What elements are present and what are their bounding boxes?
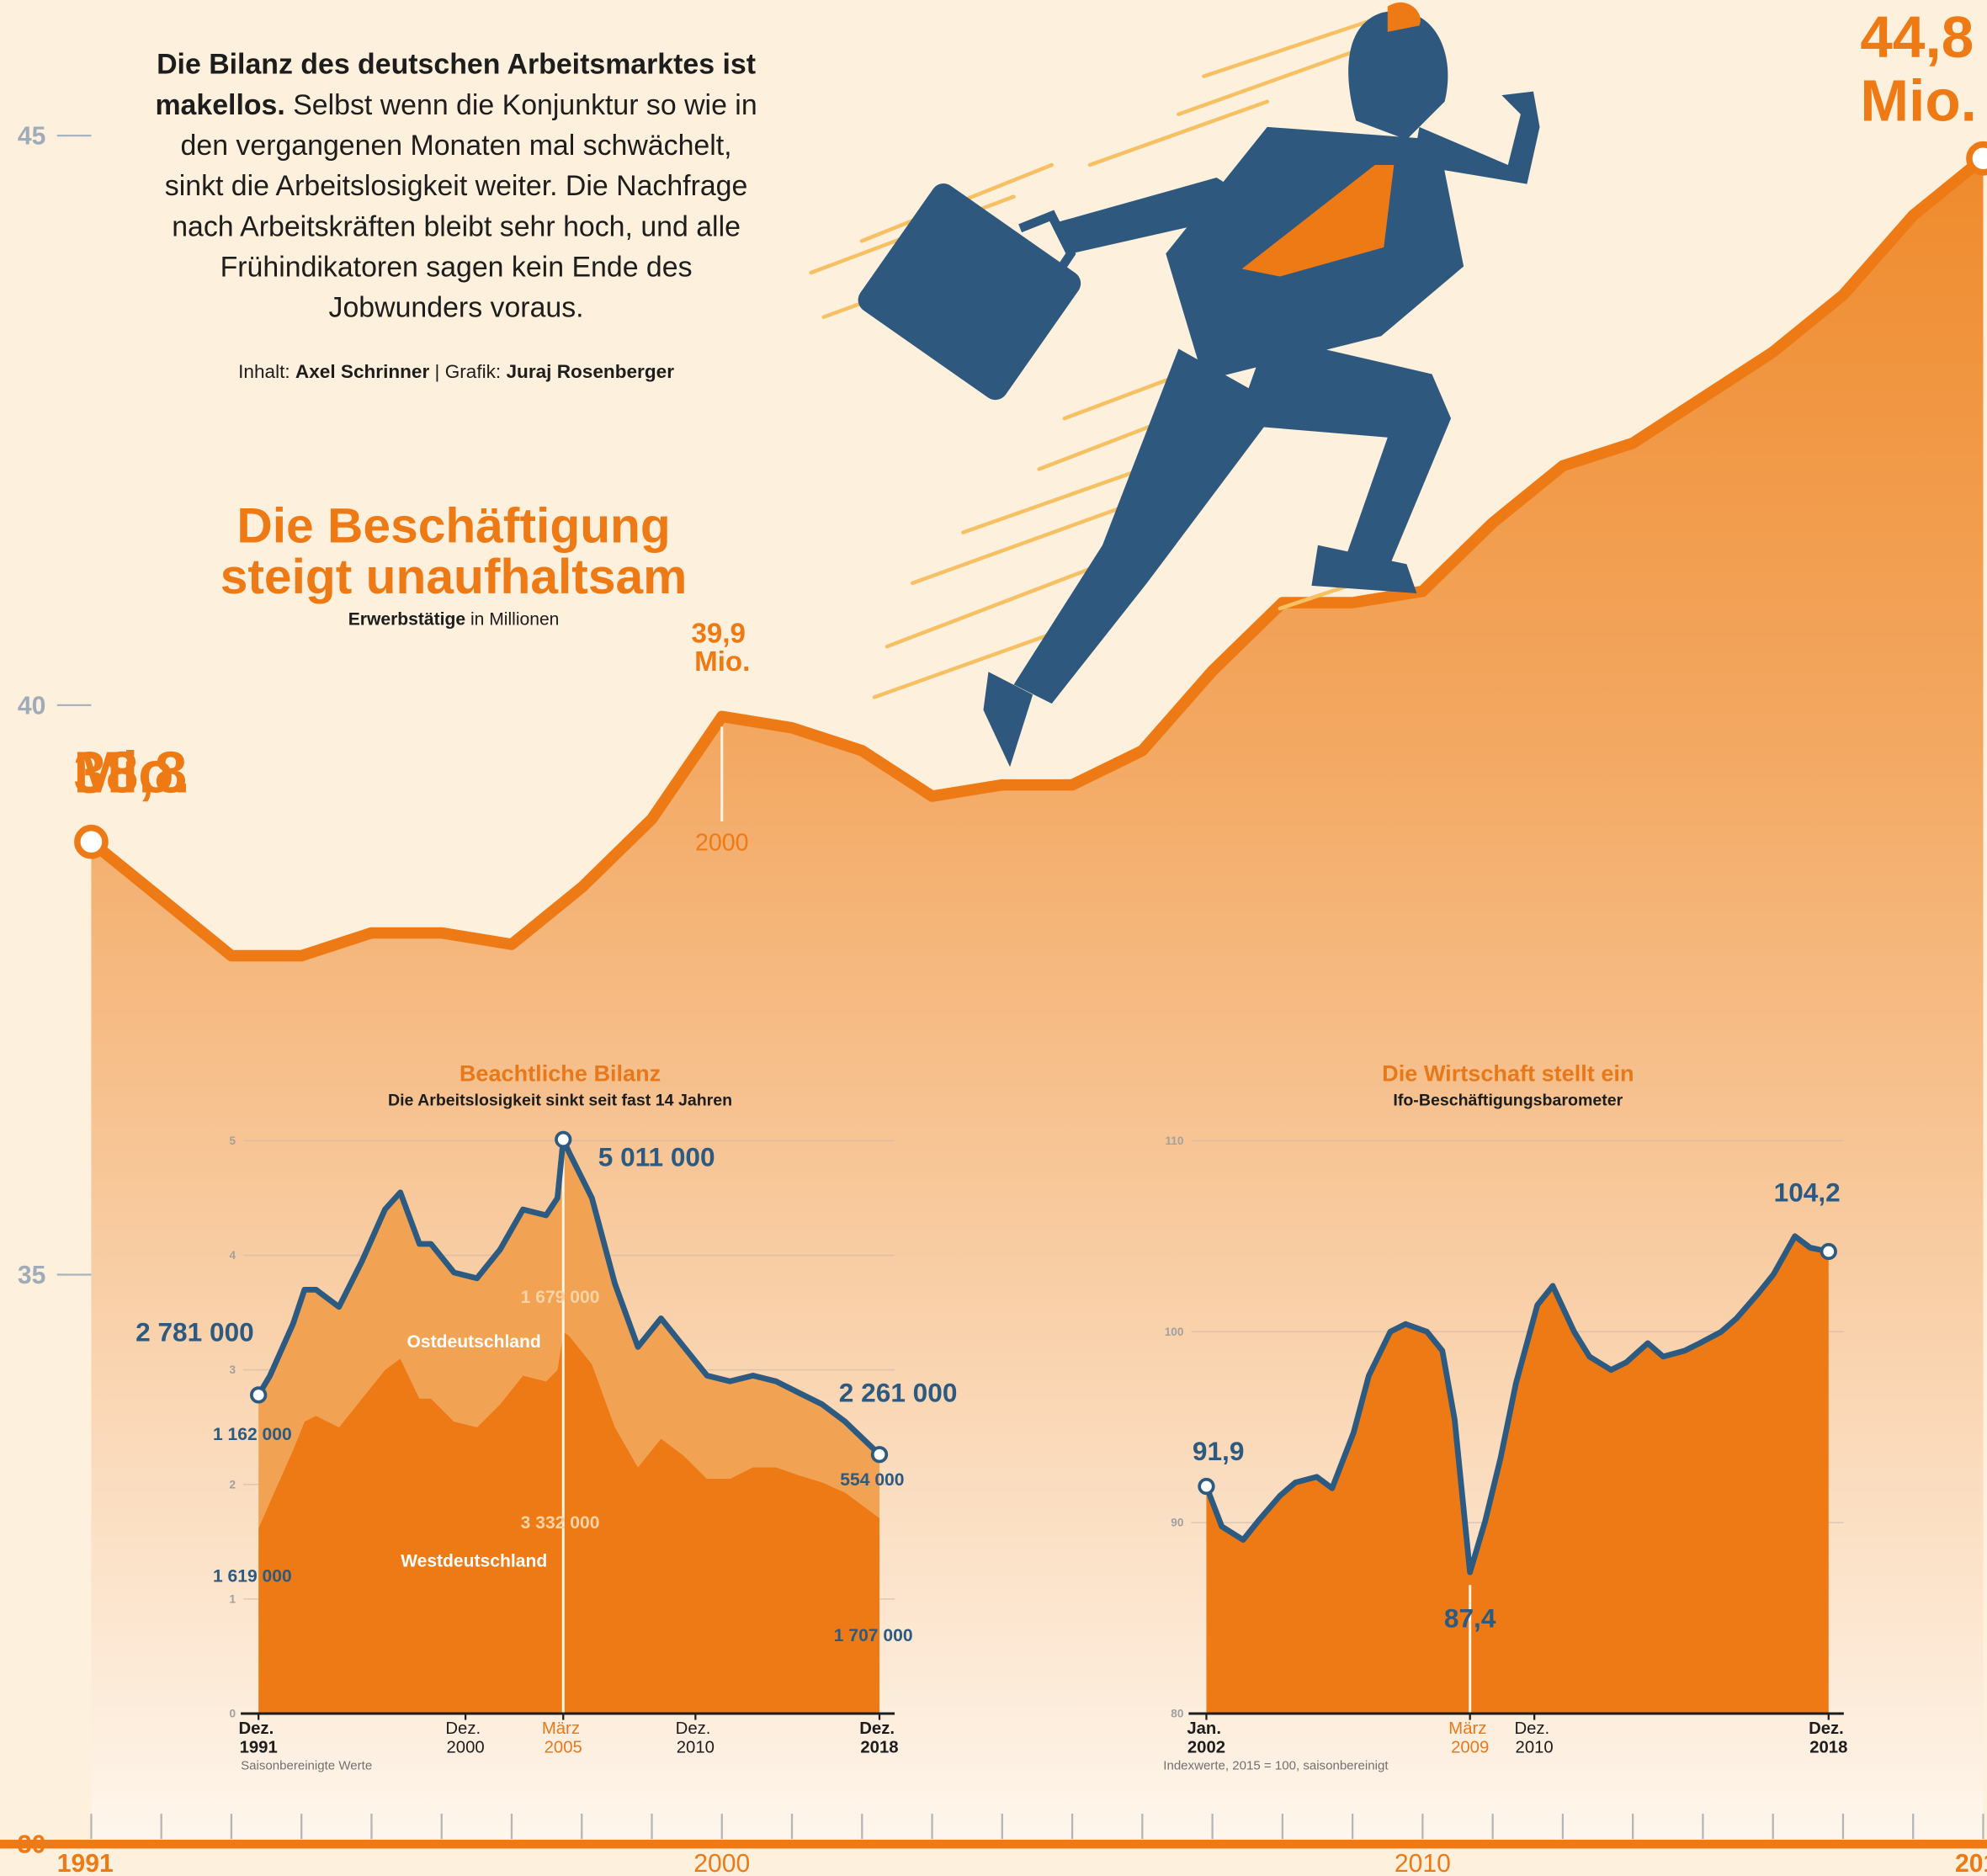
intro-line-segment: makellos. [155, 89, 284, 121]
data-label: 38,8 Mio. [73, 739, 203, 805]
y-tick-label: 110 [1166, 1135, 1184, 1147]
data-label: 2 261 000 [839, 1378, 958, 1408]
page: { "intro": [ [{"text": "Die Bilanz des d… [0, 0, 1987, 1876]
y-tick-label: 2 [230, 1478, 236, 1491]
marker [873, 1448, 887, 1462]
y-tick-label: 45 [18, 123, 46, 151]
data-label: 1 679 000 [521, 1288, 600, 1307]
credits-segment: Inhalt: [238, 361, 295, 382]
y-tick-label: 0 [230, 1708, 236, 1720]
data-label: 44,8 Mio. [1860, 4, 1987, 133]
intro-line: sinkt die Arbeitslosigkeit weiter. Die N… [165, 170, 748, 202]
main-subtitle-segment: Erwerbstätige [348, 610, 465, 630]
main-title: steigt unaufhaltsam [220, 550, 688, 604]
x-tick-label: Jan. 2002 [1187, 1719, 1225, 1757]
intro-line: den vergangenen Monaten mal schwächelt, [181, 130, 732, 162]
peak-year: 2000 [695, 830, 749, 857]
intro-line-segment: Selbst wenn die Konjunktur so wie in [285, 89, 757, 121]
y-tick-label: 80 [1171, 1708, 1183, 1720]
x-tick-label: 2010 [1395, 1850, 1451, 1876]
x-tick-label: Dez. 2010 [676, 1719, 715, 1757]
credits-segment: | Grafik: [429, 361, 506, 382]
y-tick-label: 5 [230, 1135, 236, 1147]
data-label: 554 000 [840, 1470, 904, 1490]
intro-line: nach Arbeitskräften bleibt sehr hoch, un… [172, 210, 741, 242]
main-title: Die Beschäftigung [236, 499, 670, 554]
main-subtitle: Erwerbstätige in Millionen [348, 610, 560, 630]
infographic: 30354045199120002010201838,8 Mio.200039,… [0, 0, 1987, 1876]
intro-line-segment: Die Bilanz des deutschen Arbeitsmarktes … [157, 49, 756, 81]
series-name: Ostdeutschland [407, 1332, 541, 1352]
marker [1969, 145, 1987, 173]
marker [1822, 1245, 1836, 1259]
intro-line: makellos. Selbst wenn die Konjunktur so … [155, 89, 757, 121]
x-tick-label: März 2005 [542, 1719, 585, 1757]
marker [1199, 1480, 1214, 1494]
data-label: 87,4 [1444, 1603, 1496, 1634]
marker [556, 1133, 571, 1147]
data-label: 1 707 000 [834, 1626, 913, 1645]
x-tick-label: Dez. 1991 [238, 1719, 278, 1757]
credits-segment: Axel Schrinner [295, 361, 430, 382]
x-tick-label: Dez. 2018 [1809, 1719, 1848, 1757]
data-label: 39,9 Mio. [691, 619, 753, 678]
x-tick-label: März 2009 [1448, 1719, 1491, 1757]
intro-line: Jobwunders voraus. [329, 292, 584, 324]
y-tick-label: 4 [230, 1249, 236, 1262]
x-tick-label: Dez. 2010 [1514, 1719, 1554, 1757]
data-label: 2 781 000 [135, 1316, 254, 1347]
y-tick-label: 90 [1171, 1517, 1183, 1529]
y-tick-label: 35 [18, 1262, 46, 1289]
intro-line-segment: sinkt die Arbeitslosigkeit weiter. Die N… [165, 170, 748, 202]
chart-subtitle: Ifo-Beschäftigungsbarometer [1393, 1091, 1623, 1109]
y-tick-label: 100 [1165, 1326, 1184, 1338]
x-tick-label: 1991 [57, 1850, 114, 1876]
data-label: 3 332 000 [521, 1513, 600, 1533]
data-label: 104,2 [1774, 1177, 1841, 1208]
y-tick-label: 40 [18, 692, 46, 720]
intro-line-segment: nach Arbeitskräften bleibt sehr hoch, un… [172, 210, 741, 242]
x-tick-label: 2018 [1955, 1850, 1987, 1876]
credits-segment: Juraj Rosenberger [506, 361, 674, 382]
marker [252, 1388, 266, 1402]
x-tick-label: 2000 [693, 1850, 750, 1876]
chart-title: Beachtliche Bilanz [460, 1060, 661, 1087]
chart-note: Indexwerte, 2015 = 100, saisonbereinigt [1163, 1758, 1389, 1772]
intro-line: Frühindikatoren sagen kein Ende des [220, 252, 693, 284]
main-subtitle-segment: in Millionen [465, 610, 559, 630]
data-label: 91,9 [1193, 1436, 1245, 1466]
x-tick-label: Dez. 2000 [445, 1719, 485, 1757]
intro-line: Die Bilanz des deutschen Arbeitsmarktes … [157, 49, 756, 81]
data-label: 1 619 000 [213, 1566, 292, 1586]
data-label: 1 162 000 [213, 1425, 292, 1444]
marker [77, 828, 105, 856]
credits: Inhalt: Axel Schrinner | Grafik: Juraj R… [238, 361, 674, 382]
intro-line-segment: den vergangenen Monaten mal schwächelt, [181, 130, 732, 162]
intro-line-segment: Jobwunders voraus. [329, 292, 584, 324]
x-tick-label: Dez. 2018 [859, 1719, 899, 1757]
data-label: 5 011 000 [598, 1142, 715, 1172]
chart-subtitle: Die Arbeitslosigkeit sinkt seit fast 14 … [388, 1091, 732, 1109]
chart-title: Die Wirtschaft stellt ein [1382, 1060, 1634, 1087]
intro-line-segment: Frühindikatoren sagen kein Ende des [220, 252, 693, 284]
series-name: Westdeutschland [401, 1551, 547, 1570]
chart-note: Saisonbereinigte Werte [241, 1758, 372, 1772]
y-tick-label: 1 [230, 1592, 236, 1605]
y-tick-label: 3 [230, 1363, 236, 1376]
